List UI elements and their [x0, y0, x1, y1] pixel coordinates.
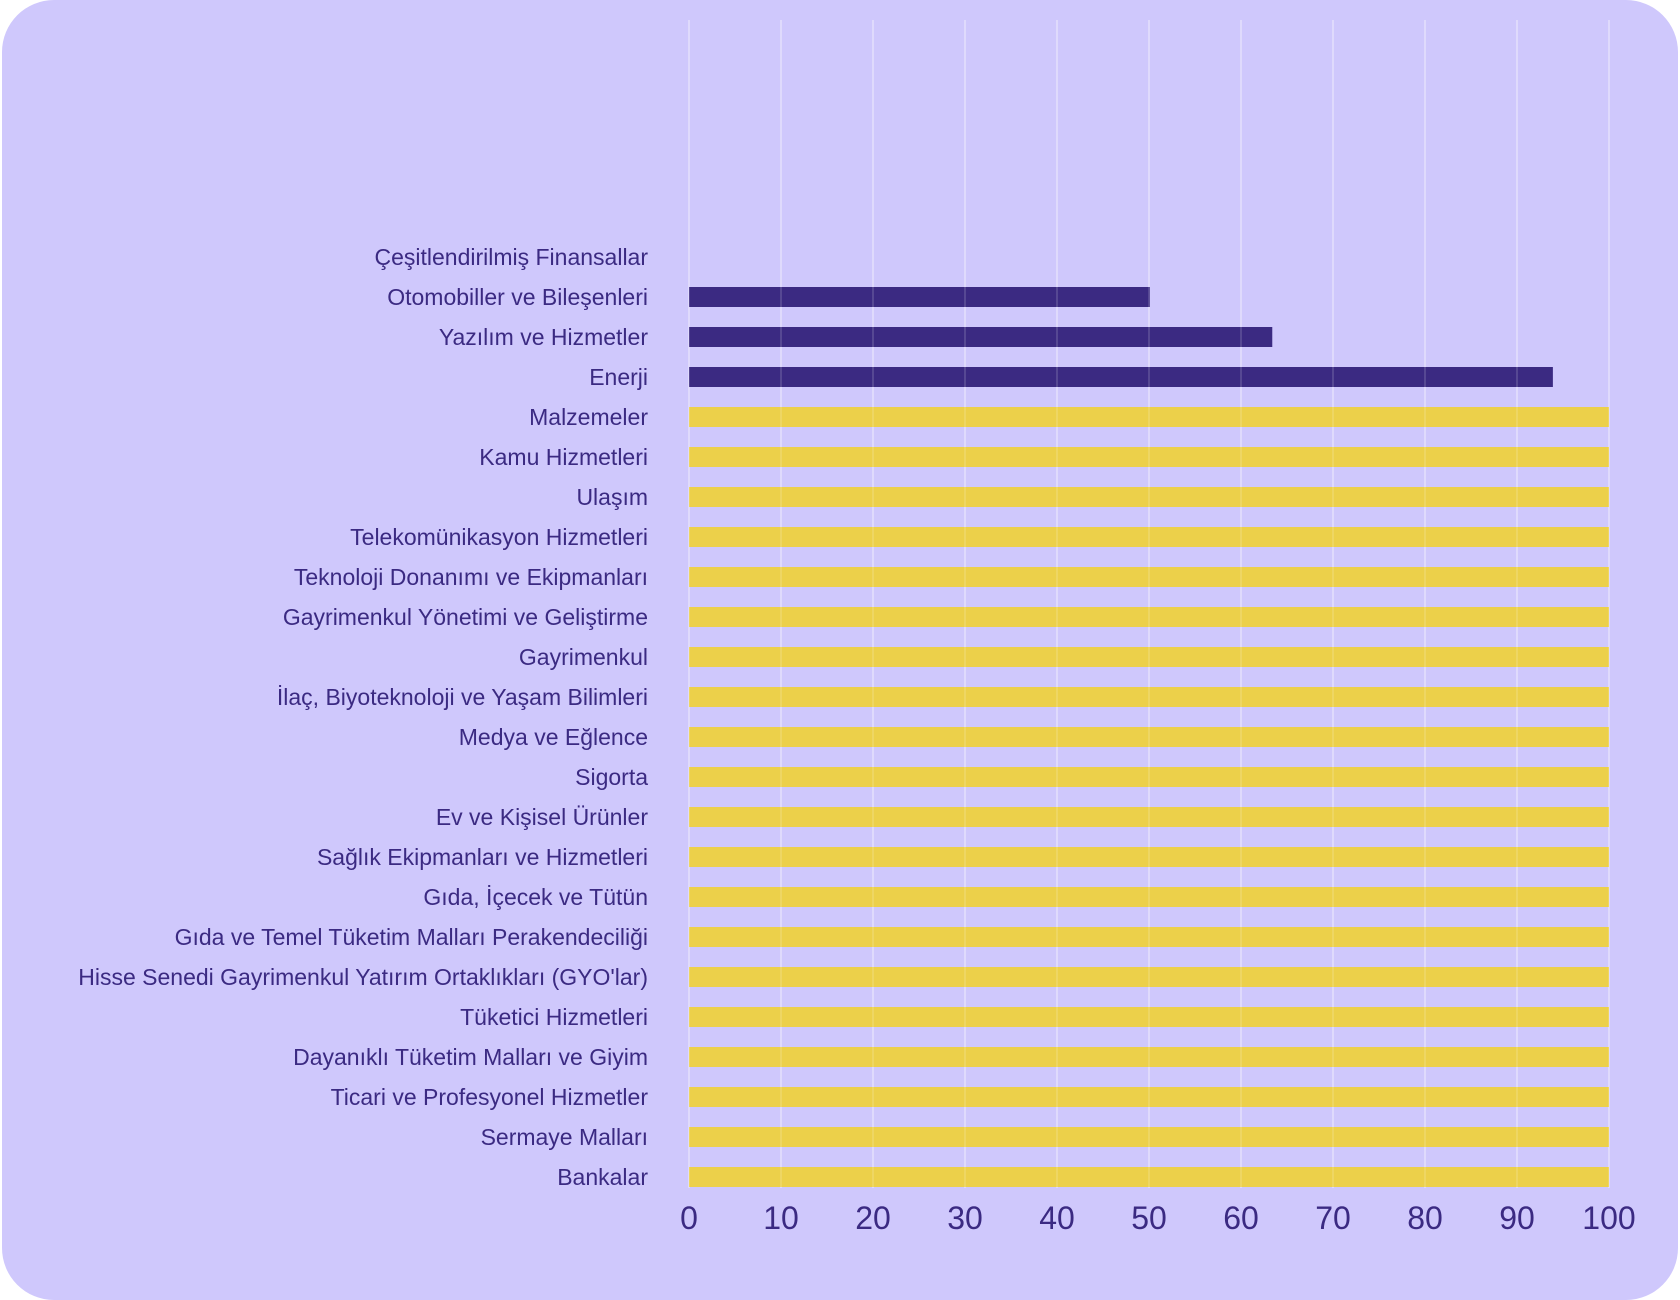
category-label: Bankalar: [557, 1164, 648, 1190]
x-tick-label: 90: [1499, 1200, 1535, 1236]
x-tick-label: 60: [1223, 1200, 1259, 1236]
x-tick-label: 50: [1131, 1200, 1167, 1236]
bar: [689, 527, 1609, 547]
gridlines: [688, 20, 1610, 1188]
x-tick-label: 100: [1582, 1200, 1635, 1236]
category-label: Gayrimenkul: [519, 644, 648, 670]
category-label: Enerji: [589, 364, 648, 390]
category-label: Ev ve Kişisel Ürünler: [436, 804, 649, 830]
category-label: İlaç, Biyoteknoloji ve Yaşam Bilimleri: [277, 684, 648, 710]
category-labels: Çeşitlendirilmiş Finansallar Otomobiller …: [78, 244, 648, 1190]
x-tick-label: 20: [855, 1200, 891, 1236]
category-label: Sağlık Ekipmanları ve Hizmetleri: [317, 844, 648, 870]
category-label: Telekomünikasyon Hizmetleri: [350, 524, 648, 550]
x-tick-labels: 0 10 20 30 40 50 60 70 80 90 100: [680, 1200, 1636, 1236]
bar: [689, 607, 1609, 627]
bar: [689, 927, 1609, 947]
category-label: Sigorta: [575, 764, 648, 790]
bar: [689, 967, 1609, 987]
bars: [689, 287, 1609, 1187]
bar: [689, 1167, 1609, 1187]
bar: [689, 567, 1609, 587]
bar: [689, 1087, 1609, 1107]
x-tick-label: 0: [680, 1200, 698, 1236]
category-label: Gıda ve Temel Tüketim Malları Perakendec…: [175, 924, 648, 950]
category-label: Sermaye Malları: [481, 1124, 648, 1150]
bar: [689, 807, 1609, 827]
x-tick-label: 80: [1407, 1200, 1443, 1236]
bar: [689, 887, 1609, 907]
category-label: Gayrimenkul Yönetimi ve Geliştirme: [283, 604, 648, 630]
category-label: Dayanıklı Tüketim Malları ve Giyim: [293, 1044, 648, 1070]
category-label: Yazılım ve Hizmetler: [439, 324, 649, 350]
category-label: Ulaşım: [576, 484, 648, 510]
category-label: Çeşitlendirilmiş Finansallar: [374, 244, 648, 270]
category-label: Hisse Senedi Gayrimenkul Yatırım Ortaklı…: [78, 964, 648, 990]
category-label: Medya ve Eğlence: [459, 724, 648, 750]
category-label: Gıda, İçecek ve Tütün: [423, 884, 648, 910]
bar: [689, 1047, 1609, 1067]
x-tick-label: 10: [763, 1200, 799, 1236]
x-tick-label: 70: [1315, 1200, 1351, 1236]
x-tick-label: 30: [947, 1200, 983, 1236]
bar: [689, 687, 1609, 707]
gridline-overlay: [688, 20, 1610, 1188]
category-label: Tüketici Hizmetleri: [460, 1004, 648, 1030]
bar: [689, 647, 1609, 667]
category-label: Ticari ve Profesyonel Hizmetler: [331, 1084, 649, 1110]
category-label: Otomobiller ve Bileşenleri: [387, 284, 648, 310]
bar: [689, 367, 1553, 387]
bar: [689, 447, 1609, 467]
bar: [689, 727, 1609, 747]
x-tick-label: 40: [1039, 1200, 1075, 1236]
bar: [689, 847, 1609, 867]
category-label: Kamu Hizmetleri: [479, 444, 648, 470]
bar: [689, 1007, 1609, 1027]
category-label: Malzemeler: [529, 404, 648, 430]
bar: [689, 287, 1150, 307]
bar: [689, 767, 1609, 787]
bar: [689, 327, 1273, 347]
bar: [689, 1127, 1609, 1147]
bar: [689, 487, 1609, 507]
bar: [689, 407, 1609, 427]
category-label: Teknoloji Donanımı ve Ekipmanları: [294, 564, 648, 590]
